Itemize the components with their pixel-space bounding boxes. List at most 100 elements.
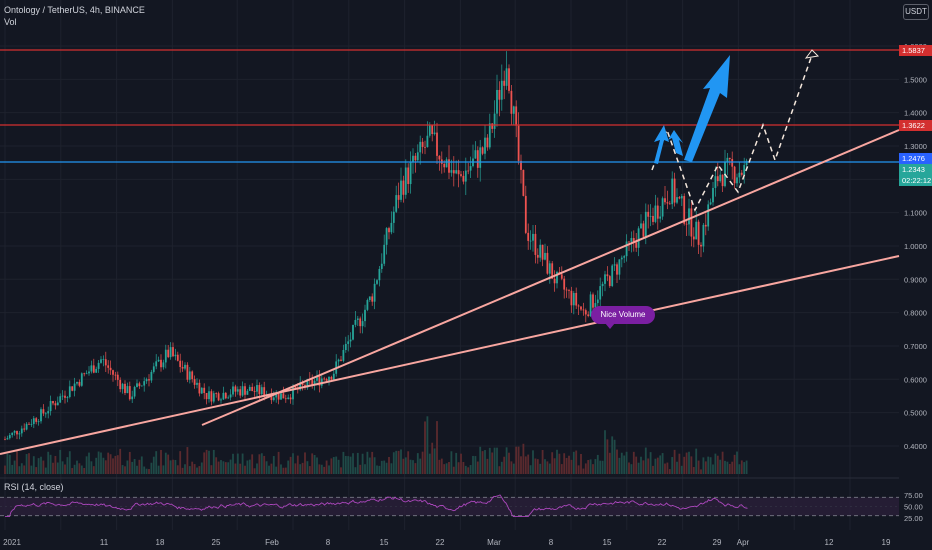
price-tick-label: 1.0000	[904, 242, 927, 251]
volume-bar	[676, 461, 678, 474]
trendline-upper[interactable]	[201, 129, 900, 426]
volume-bar	[577, 465, 580, 474]
candles	[4, 51, 748, 441]
volume-bar	[157, 465, 160, 474]
volume-bar	[330, 458, 333, 474]
candle-body	[32, 418, 35, 424]
candle-body	[186, 364, 189, 380]
blue-arrow-small[interactable]	[654, 125, 683, 164]
volume-bar	[416, 453, 419, 474]
volume-bar	[424, 421, 426, 474]
volume-bar	[556, 449, 558, 474]
volume-bar	[692, 467, 695, 474]
volume-bar	[510, 461, 513, 474]
candle-body	[536, 254, 539, 258]
volume-bar	[630, 464, 633, 474]
candle-body	[64, 395, 66, 398]
volume-bar	[11, 464, 14, 474]
volume-bar	[311, 453, 314, 474]
volume-bar	[49, 454, 52, 474]
volume-bar	[40, 456, 42, 474]
candle-body	[685, 223, 688, 225]
candle-body	[589, 294, 592, 316]
volume-bar	[296, 455, 299, 474]
volume-bar	[232, 453, 234, 474]
candle-body	[380, 263, 383, 269]
volume-bar	[112, 458, 114, 474]
volume-bar	[563, 453, 566, 474]
volume-bar	[659, 455, 662, 474]
candle-body	[690, 208, 693, 237]
projection-path[interactable]	[651, 54, 813, 212]
volume-bar	[4, 465, 6, 474]
volume-bar	[728, 463, 731, 474]
candle-body	[503, 80, 506, 86]
candle-body	[448, 159, 450, 173]
volume-bar	[520, 456, 522, 474]
volume-bar	[400, 449, 402, 474]
volume-bar	[364, 464, 366, 474]
volume-bar	[119, 448, 122, 474]
candle-body	[253, 391, 256, 392]
volume-bar	[227, 462, 230, 474]
volume-bar	[208, 450, 210, 474]
candle-body	[716, 176, 719, 182]
volume-bar	[431, 442, 434, 474]
candle-body	[83, 373, 86, 375]
candle-body	[572, 292, 575, 306]
candle-body	[155, 361, 158, 367]
volume-bar	[683, 456, 686, 474]
candle-body	[121, 383, 124, 390]
volume-bar	[412, 460, 414, 474]
time-tick-label: 29	[713, 538, 722, 547]
blue-arrow-large[interactable]	[684, 55, 730, 162]
candle-body	[234, 386, 237, 392]
candle-body	[539, 244, 542, 258]
currency-badge[interactable]: USDT	[903, 4, 929, 20]
volume-bar	[30, 465, 33, 474]
volume-bar	[668, 469, 671, 474]
candle-body	[587, 314, 590, 316]
candle-body	[671, 178, 674, 205]
candle-body	[606, 274, 609, 277]
volume-bar	[733, 454, 736, 474]
time-axis[interactable]: 2021 11 18 25 Feb 8 15 22 Mar 8 15 22 29 Apr 12 19	[3, 538, 891, 547]
volume-bar	[28, 453, 30, 474]
candle-body	[52, 401, 54, 404]
volume-bar	[536, 459, 539, 474]
volume-bar	[419, 458, 422, 474]
candle-body	[80, 373, 83, 386]
nice-volume-callout[interactable]: Nice Volume	[591, 306, 655, 329]
price-tick-label: 1.4000	[904, 109, 927, 118]
volume-bar	[596, 454, 599, 474]
volume-bar	[664, 463, 666, 474]
candle-body	[162, 362, 165, 368]
volume-bar	[632, 451, 635, 474]
candle-body	[76, 381, 78, 384]
candle-body	[95, 368, 98, 373]
candle-body	[167, 349, 170, 358]
price-axis[interactable]: 1.60001.50001.40001.30001.20001.10001.00…	[904, 42, 927, 523]
price-tick-label: 1.5000	[904, 75, 927, 84]
candle-body	[565, 289, 568, 291]
volume-bar	[726, 461, 729, 474]
volume-bar	[575, 450, 578, 474]
volume-bar	[169, 460, 172, 474]
trendline-lower[interactable]	[0, 255, 900, 455]
candle-body	[138, 383, 141, 387]
candle-body	[289, 397, 292, 400]
volume-bar	[649, 452, 652, 474]
price-tick-label: 1.3000	[904, 142, 927, 151]
volume-bar	[508, 452, 510, 474]
candle-body	[462, 175, 465, 182]
candle-body	[88, 371, 90, 374]
candle-body	[443, 163, 446, 168]
volume-bar	[215, 457, 218, 474]
volume-bar	[191, 461, 194, 474]
volume-bar	[253, 468, 256, 474]
volume-bar	[68, 451, 71, 474]
volume-bar	[126, 460, 129, 474]
volume-bar	[512, 463, 515, 474]
candle-body	[212, 393, 215, 402]
